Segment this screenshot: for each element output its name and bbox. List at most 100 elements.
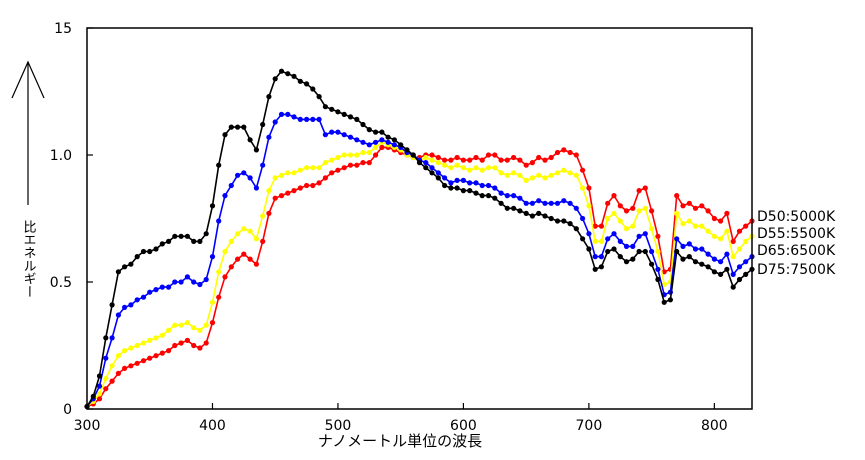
data-point <box>542 157 548 163</box>
data-point <box>247 175 253 181</box>
data-point <box>122 304 128 310</box>
data-point <box>536 198 542 204</box>
data-point <box>642 248 648 255</box>
data-point <box>448 185 454 191</box>
data-point <box>442 157 448 163</box>
data-point <box>655 276 661 283</box>
data-point <box>711 269 718 275</box>
data-point <box>134 360 140 366</box>
data-point <box>542 213 548 219</box>
data-point <box>692 205 699 211</box>
data-point <box>598 254 605 260</box>
data-point <box>517 157 523 163</box>
data-point <box>272 175 278 181</box>
data-point <box>416 160 423 166</box>
data-point <box>366 142 372 148</box>
data-point <box>354 162 360 168</box>
data-point <box>580 185 586 191</box>
data-point <box>228 264 234 270</box>
data-point <box>235 231 241 237</box>
data-point <box>373 139 379 145</box>
data-point <box>598 264 605 270</box>
data-point <box>586 231 592 237</box>
data-point <box>272 76 278 82</box>
data-point <box>285 71 291 77</box>
data-point <box>724 228 730 234</box>
data-point <box>523 162 529 168</box>
data-point <box>592 223 598 229</box>
data-point <box>360 160 366 166</box>
data-point <box>316 165 322 171</box>
series-line <box>86 70 753 407</box>
data-point <box>586 203 592 209</box>
data-point <box>686 254 692 260</box>
data-point <box>705 251 711 257</box>
data-point <box>115 370 121 376</box>
data-point <box>285 190 291 196</box>
data-point <box>504 205 510 211</box>
data-point <box>467 180 473 186</box>
data-point <box>373 152 379 158</box>
data-point <box>642 231 648 237</box>
data-point <box>140 294 147 300</box>
data-point <box>730 271 736 277</box>
data-point <box>498 157 504 163</box>
data-point <box>548 172 554 178</box>
data-point <box>347 162 354 168</box>
data-point <box>573 152 579 158</box>
data-point <box>517 208 523 214</box>
data-point <box>253 261 259 267</box>
data-point <box>730 254 736 260</box>
data-point <box>592 254 598 260</box>
data-point <box>718 236 724 242</box>
data-point <box>316 94 322 100</box>
data-point <box>304 81 310 87</box>
data-point <box>630 223 636 229</box>
data-point <box>686 218 692 224</box>
data-point <box>209 320 216 326</box>
data-point <box>115 269 121 275</box>
data-point <box>235 256 241 262</box>
data-point <box>473 190 479 196</box>
data-point <box>454 185 460 191</box>
y-tick-label: 0.5 <box>50 275 72 291</box>
data-point <box>310 182 316 189</box>
data-point <box>667 297 674 303</box>
data-point <box>460 165 466 171</box>
data-point <box>479 167 485 173</box>
data-point <box>266 188 272 194</box>
data-point <box>617 238 623 244</box>
data-point <box>743 238 749 244</box>
data-point <box>548 215 554 222</box>
data-point <box>686 241 692 247</box>
data-point <box>510 205 517 211</box>
data-point <box>134 254 140 260</box>
data-point <box>724 251 730 257</box>
data-point <box>253 185 259 191</box>
data-point <box>115 353 121 359</box>
data-point <box>605 248 611 255</box>
data-point <box>103 355 109 361</box>
data-point <box>322 175 328 181</box>
data-point <box>743 271 749 277</box>
data-point <box>191 279 197 285</box>
data-point <box>655 266 661 272</box>
data-point <box>592 238 598 244</box>
data-point <box>197 345 203 351</box>
data-point <box>605 200 611 206</box>
data-point <box>736 246 743 252</box>
data-point <box>630 205 636 211</box>
data-point <box>498 190 504 196</box>
data-point <box>398 142 404 148</box>
data-point <box>736 228 743 234</box>
data-point <box>605 215 611 222</box>
data-point <box>699 203 705 209</box>
data-point <box>159 241 165 247</box>
data-point <box>592 266 598 272</box>
data-point <box>724 266 730 272</box>
data-point <box>523 177 529 183</box>
data-point <box>567 149 573 156</box>
data-point <box>460 177 466 183</box>
data-point <box>391 142 397 148</box>
